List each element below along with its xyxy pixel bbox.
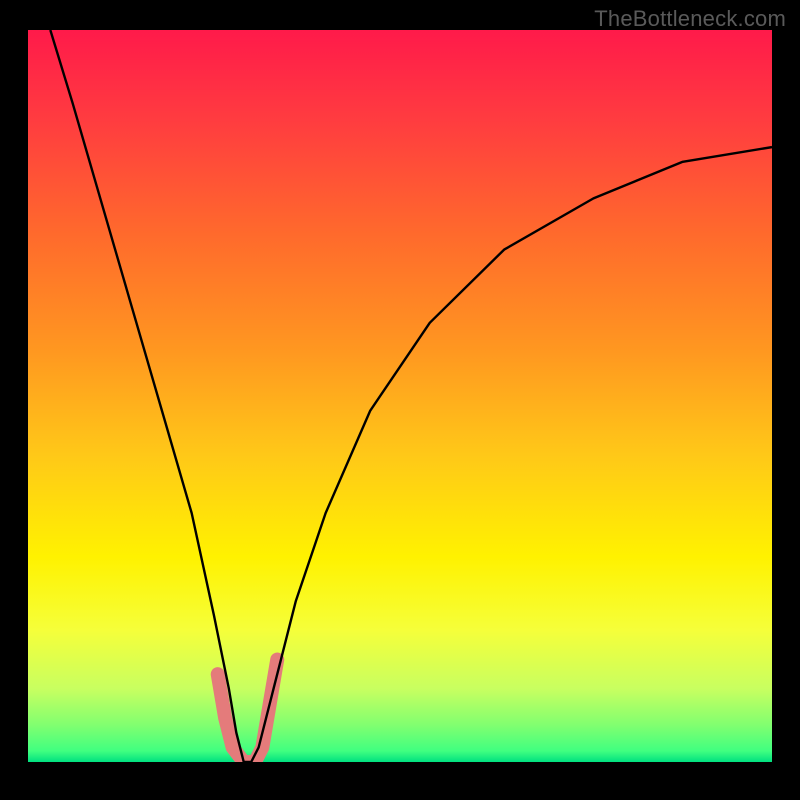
- gradient-background: [28, 30, 772, 762]
- watermark-text: TheBottleneck.com: [594, 6, 786, 32]
- chart-svg: [28, 30, 772, 762]
- figure-root: TheBottleneck.com: [0, 0, 800, 800]
- plot-area: [28, 30, 772, 762]
